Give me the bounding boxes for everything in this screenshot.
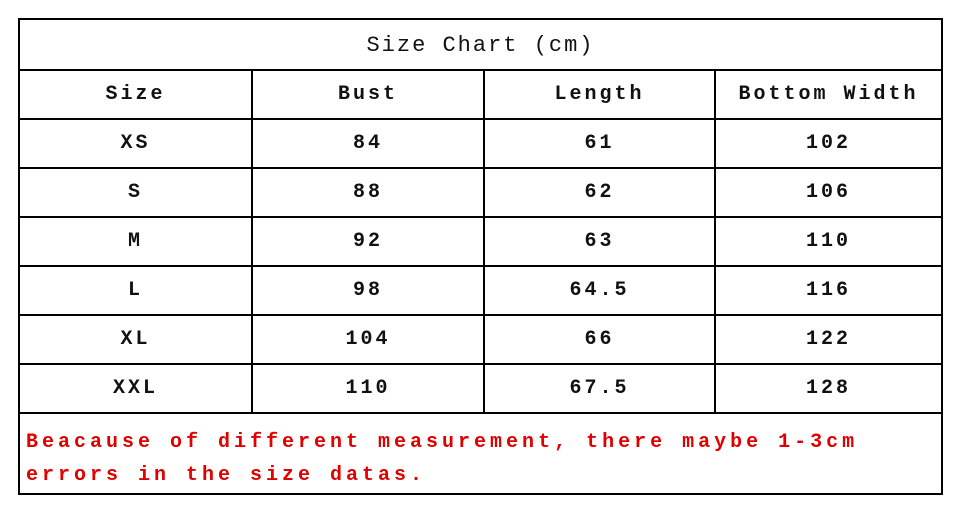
cell-bust: 98 — [251, 267, 483, 314]
cell-length: 62 — [483, 169, 714, 216]
cell-length: 67.5 — [483, 365, 714, 412]
cell-size: XS — [120, 132, 151, 155]
table-row: L 98 64.5 116 — [20, 265, 941, 314]
header-bottom-width: Bottom Width — [714, 71, 941, 118]
table-row: XS 84 61 102 — [20, 118, 941, 167]
table-row: XXL 110 67.5 128 — [20, 363, 941, 412]
cell-bottom-width: 116 — [714, 267, 941, 314]
cell-bust: 110 — [251, 365, 483, 412]
table-row: M 92 63 110 — [20, 216, 941, 265]
table-row: XL 104 66 122 — [20, 314, 941, 363]
header-bust: Bust — [251, 71, 483, 118]
header-row: Size Bust Length Bottom Width — [20, 69, 941, 118]
header-length: Length — [483, 71, 714, 118]
cell-size: XL — [120, 328, 151, 351]
cell-size: XXL — [112, 377, 158, 400]
cell-bottom-width: 106 — [714, 169, 941, 216]
note-line-2: errors in the size datas. — [26, 464, 427, 487]
cell-length: 63 — [483, 218, 714, 265]
cell-bottom-width: 110 — [714, 218, 941, 265]
size-chart-table: Size Chart (cm) Size Bust Length Bottom … — [18, 18, 943, 495]
cell-length: 64.5 — [483, 267, 714, 314]
cell-bust: 84 — [251, 120, 483, 167]
cell-bust: 88 — [251, 169, 483, 216]
cell-bottom-width: 128 — [714, 365, 941, 412]
cell-bottom-width: 122 — [714, 316, 941, 363]
cell-size: S — [127, 181, 143, 204]
table-row: S 88 62 106 — [20, 167, 941, 216]
note-line-1: Beacause of different measurement, there… — [26, 431, 859, 454]
measurement-note: Beacause of different measurement, there… — [20, 412, 941, 493]
cell-length: 61 — [483, 120, 714, 167]
cell-bottom-width: 102 — [714, 120, 941, 167]
cell-length: 66 — [483, 316, 714, 363]
cell-size: M — [127, 230, 143, 253]
table-title: Size Chart (cm) — [366, 32, 595, 58]
cell-bust: 104 — [251, 316, 483, 363]
header-size: Size — [105, 83, 166, 106]
cell-size: L — [127, 279, 143, 302]
cell-bust: 92 — [251, 218, 483, 265]
